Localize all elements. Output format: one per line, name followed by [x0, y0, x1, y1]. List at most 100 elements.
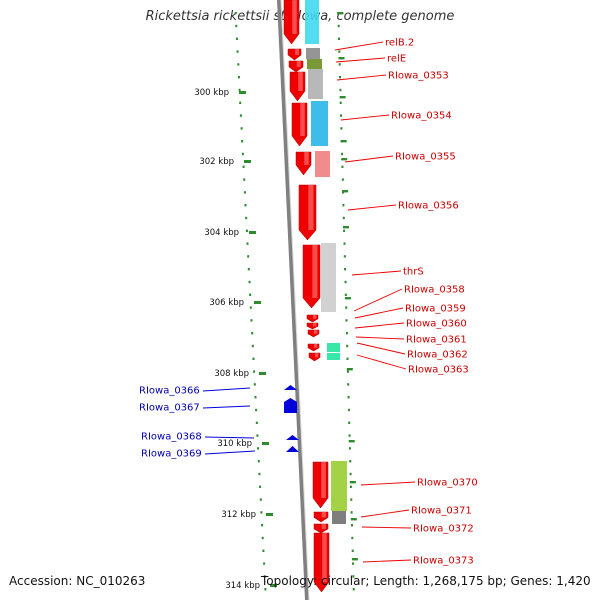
guide-dot-left	[255, 421, 258, 424]
forward-gene-arrow-shine	[296, 61, 301, 68]
guide-dot-right	[340, 127, 343, 130]
scale-tick-right	[342, 190, 349, 193]
guide-dot-left	[259, 485, 262, 488]
forward-gene-label: RIowa_0372	[413, 524, 474, 535]
guide-dot-left	[239, 101, 242, 104]
forward-leader-line	[347, 204, 397, 211]
guide-dot-left	[261, 524, 264, 527]
cog-block	[315, 151, 330, 177]
guide-dot-left	[244, 204, 247, 207]
reverse-gene-label: RIowa_0366	[139, 386, 200, 397]
guide-dot-left	[241, 152, 244, 156]
forward-leader-line	[354, 322, 405, 329]
forward-gene-label: RIowa_0370	[417, 478, 478, 489]
forward-leader-line	[335, 57, 386, 63]
guide-dot-left	[264, 588, 267, 591]
guide-dot-left	[242, 165, 245, 168]
scale-label: 304 kbp	[204, 228, 239, 238]
forward-leader-line	[353, 288, 403, 312]
scale-tick-right	[348, 440, 355, 443]
guide-dot-left	[248, 280, 251, 284]
guide-dot-right	[348, 421, 351, 424]
guide-dot-left	[261, 536, 264, 540]
guide-dot-right	[345, 319, 348, 322]
accession-text: Accession: NC_010263	[9, 574, 146, 588]
guide-dot-right	[349, 472, 352, 476]
reverse-leader-line	[202, 405, 251, 409]
forward-leader-line	[361, 526, 412, 529]
guide-dot-left	[250, 319, 253, 322]
scale-tick	[266, 513, 273, 516]
forward-gene-label: RIowa_0363	[408, 365, 469, 376]
forward-gene-label: relE	[387, 54, 406, 65]
reverse-leader-line	[202, 387, 251, 392]
forward-gene-arrow-shine	[308, 185, 314, 230]
guide-dot-left	[241, 140, 244, 143]
guide-dot-left	[251, 332, 254, 335]
scale-label: 302 kbp	[199, 157, 234, 167]
guide-dot-left	[240, 127, 243, 130]
guide-dot-right	[348, 447, 351, 450]
guide-dot-right	[351, 549, 354, 552]
scale-label: 306 kbp	[209, 298, 244, 308]
forward-leader-line	[360, 509, 410, 518]
guide-dot-left	[243, 178, 246, 181]
forward-gene-arrow-shine	[321, 462, 326, 498]
guide-dot-left	[243, 191, 246, 194]
guide-dot-left	[252, 357, 255, 360]
forward-gene-label: RIowa_0361	[406, 335, 467, 346]
reverse-gene-label: RIowa_0368	[141, 432, 202, 443]
cog-block	[307, 59, 322, 69]
guide-dot-right	[346, 357, 349, 360]
guide-dot-left	[236, 50, 239, 53]
guide-dot-right	[343, 242, 346, 245]
forward-gene-label: RIowa_0360	[406, 319, 467, 330]
reverse-gene-label: RIowa_0367	[139, 403, 200, 414]
guide-dot-right	[345, 332, 348, 335]
genome-backbone-highlight	[280, 0, 310, 600]
guide-dot-left	[262, 549, 265, 552]
guide-dot-left	[237, 76, 240, 79]
guide-dot-right	[351, 536, 354, 540]
guide-dot-left	[255, 408, 258, 412]
forward-gene-arrow-shine	[312, 245, 318, 298]
cog-block	[305, 0, 319, 44]
scale-tick-right	[337, 12, 344, 15]
guide-dot-left	[263, 562, 266, 565]
guide-dot-right	[342, 204, 345, 207]
reverse-gene-label: RIowa_0369	[141, 449, 202, 460]
guide-dot-right	[352, 588, 355, 591]
guide-dot-right	[348, 434, 351, 437]
guide-dot-right	[345, 306, 348, 309]
guide-dot-right	[347, 408, 350, 412]
reverse-gene-arrow	[286, 435, 299, 440]
guide-dot-right	[343, 229, 346, 232]
guide-dot-right	[338, 37, 340, 40]
forward-gene-label: RIowa_0355	[395, 152, 456, 163]
forward-gene-label: RIowa_0373	[413, 556, 474, 567]
guide-dot-right	[352, 562, 354, 565]
guide-dot-left	[238, 88, 241, 92]
scale-tick	[262, 442, 269, 445]
guide-dot-right	[337, 24, 340, 28]
guide-dot-right	[338, 50, 341, 53]
forward-gene-arrow	[308, 352, 321, 362]
guide-dot-right	[346, 370, 349, 373]
guide-dot-left	[253, 383, 256, 386]
forward-gene-arrow-shine	[300, 103, 305, 136]
guide-dot-left	[245, 216, 248, 220]
forward-leader-line	[351, 270, 402, 276]
guide-dot-right	[344, 293, 347, 296]
guide-dot-left	[254, 396, 257, 399]
scale-tick-right	[340, 140, 347, 143]
forward-gene-label: thrS	[403, 267, 424, 278]
guide-dot-left	[239, 114, 242, 117]
guide-dot-right	[341, 178, 344, 181]
guide-dot-right	[350, 511, 353, 514]
guide-dot-left	[257, 447, 260, 450]
cog-block	[332, 511, 346, 524]
guide-dot-right	[344, 280, 347, 284]
scale-label: 300 kbp	[194, 88, 229, 98]
scale-tick-right	[346, 368, 353, 371]
